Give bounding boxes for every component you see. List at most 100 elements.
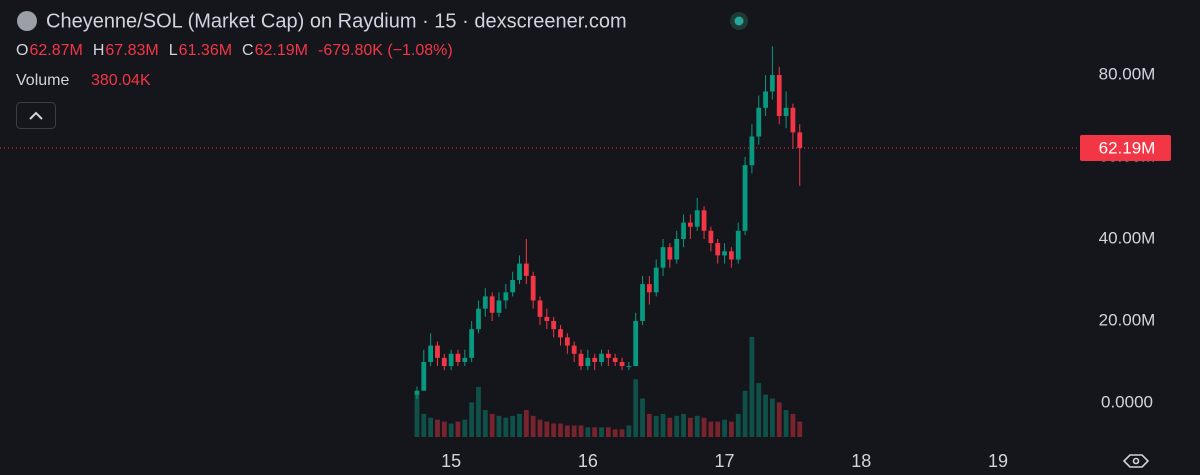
candle-body: [544, 316, 550, 321]
volume-bar: [551, 423, 557, 437]
volume-bar: [667, 417, 673, 437]
candle-body: [421, 361, 427, 391]
y-tick-label: 0.0000: [1101, 392, 1153, 411]
candle-body: [729, 251, 734, 260]
ohlc-value: 61.36M: [179, 42, 232, 59]
y-tick-label: 40.00M: [1099, 228, 1156, 247]
y-tick-label: 80.00M: [1099, 65, 1156, 84]
candle-body: [722, 251, 727, 256]
candle-body: [633, 320, 639, 367]
volume-bar: [455, 421, 461, 437]
volume-bar: [776, 402, 782, 437]
volume-bar: [510, 415, 516, 437]
candle-body: [585, 357, 591, 367]
volume-bar: [530, 415, 536, 437]
y-tick-label: 20.00M: [1099, 310, 1156, 329]
candle-body: [653, 267, 659, 293]
candle-body: [687, 222, 693, 227]
volume-bar: [558, 423, 563, 437]
ohlc-key: L: [169, 42, 178, 59]
x-tick-label: 19: [988, 451, 1008, 471]
volume-bar: [428, 417, 434, 437]
candle-body: [776, 75, 782, 117]
volume-bar: [592, 427, 598, 437]
chevron-icon: [29, 111, 43, 120]
volume-bar: [517, 413, 522, 437]
volume-bar: [482, 410, 488, 437]
collapse-button[interactable]: [16, 102, 56, 129]
candle-body: [626, 366, 632, 368]
candle-body: [770, 75, 775, 92]
candle-body: [756, 107, 762, 137]
candle-body: [681, 222, 686, 239]
candle-body: [708, 230, 714, 244]
candle-body: [592, 357, 598, 362]
candle-body: [763, 91, 768, 108]
volume-bar: [687, 417, 693, 437]
chart-title: Cheyenne/SOL (Market Cap) on Raydium · 1…: [46, 10, 627, 32]
volume-bar: [544, 421, 550, 437]
settings-icon-center: [1132, 457, 1140, 465]
candle-body: [476, 308, 481, 330]
volume-bar: [790, 413, 796, 437]
candle-body: [735, 230, 741, 260]
volume-bar: [496, 415, 502, 437]
volume-label: Volume: [16, 72, 69, 89]
candle-body: [646, 284, 652, 293]
volume-bar: [414, 394, 420, 437]
candle-body: [571, 345, 577, 354]
volume-bar: [578, 425, 584, 437]
volume-bar: [476, 387, 481, 437]
x-tick-label: 17: [715, 451, 735, 471]
candle-body: [797, 132, 803, 149]
candle-body: [578, 353, 584, 367]
candle-body: [783, 107, 789, 117]
candle-body: [462, 357, 468, 362]
candle-body: [599, 353, 604, 362]
volume-bar: [722, 419, 727, 437]
candle-body: [749, 136, 755, 166]
candle-body: [510, 279, 516, 293]
volume-bar: [756, 383, 762, 437]
plot: [414, 46, 803, 437]
ohlc-key: C: [242, 42, 254, 59]
volume-bar: [749, 337, 755, 437]
volume-bar: [660, 413, 666, 437]
volume-bar: [701, 417, 707, 437]
candle-body: [715, 243, 721, 256]
volume-bar: [640, 398, 645, 437]
candle-body: [558, 329, 563, 338]
volume-bar: [735, 413, 741, 437]
candle-body: [537, 300, 543, 317]
candle-body: [667, 247, 673, 260]
candle-body: [694, 210, 700, 227]
volume-bar: [742, 390, 748, 437]
volume-bar: [763, 394, 768, 437]
candle-body: [469, 329, 475, 358]
volume-bar: [537, 419, 543, 437]
volume-bar: [770, 398, 775, 437]
settings-icon[interactable]: [1122, 454, 1150, 468]
candle-body: [523, 263, 529, 276]
volume-bar: [571, 425, 577, 437]
x-tick-label: 15: [441, 451, 461, 471]
candle-body: [551, 320, 557, 330]
volume-bar: [633, 379, 639, 437]
volume-bar: [729, 421, 734, 437]
candle-body: [790, 107, 796, 133]
candle-body: [489, 296, 495, 313]
volume-bar: [715, 421, 721, 437]
ohlc-value: 62.87M: [29, 42, 82, 59]
volume-bar: [626, 425, 632, 437]
ohlc-value: 67.83M: [105, 42, 158, 59]
candle-body: [435, 345, 440, 358]
x-tick-label: 16: [578, 451, 598, 471]
volume-bar: [523, 410, 529, 437]
candle-body: [428, 345, 434, 362]
volume-bar: [708, 421, 714, 437]
volume-bar: [783, 410, 789, 437]
candle-body: [674, 238, 680, 260]
